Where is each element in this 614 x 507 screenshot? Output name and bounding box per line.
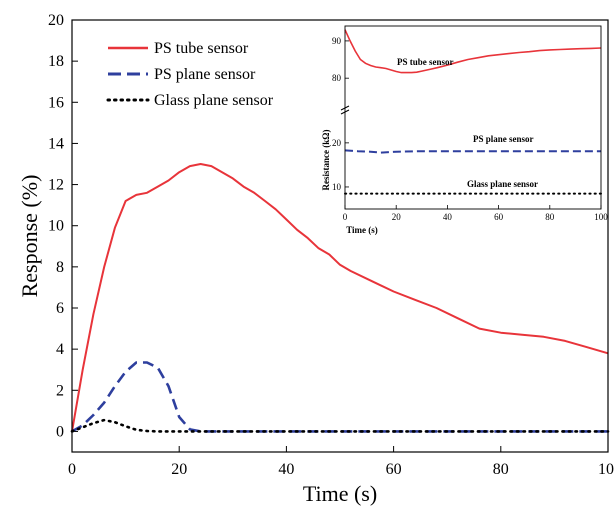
inset-y-axis-title: Resistance (kΩ)	[321, 130, 331, 191]
main-x-tick-label-3: 60	[386, 461, 402, 478]
inset-x-tick-label-3: 60	[494, 212, 504, 222]
inset-y-tick-label-3: 90	[332, 36, 342, 46]
inset-series-line-ps-plane-sensor	[344, 149, 601, 154]
axis-break-mark-upper	[340, 105, 350, 111]
axis-break-mark-lower	[340, 109, 350, 115]
main-y-tick-label-0: 0	[56, 423, 64, 440]
inset-series-line-ps-tube-sensor	[344, 29, 602, 74]
inset-chart: 0 20 40 60 80 100 10 20 80 90 Time (s) Resistance…	[321, 25, 608, 235]
main-legend: PS tube sensor PS plane sensor Glass pla…	[106, 40, 274, 109]
main-x-tick-label-0: 0	[68, 461, 76, 478]
main-y-tick-label-3: 6	[56, 300, 64, 317]
inset-x-tick-label-5: 100	[594, 212, 608, 222]
series-line-glass-plane-sensor	[70, 418, 610, 433]
main-y-tick-label-2: 4	[56, 341, 64, 358]
inset-y-tick-label-0: 10	[332, 182, 342, 192]
main-y-tick-label-6: 12	[48, 177, 64, 194]
series-line-ps-plane-sensor	[71, 361, 608, 433]
legend-label-glass-plane-sensor: Glass plane sensor	[154, 92, 274, 109]
main-y-tick-label-8: 16	[48, 94, 64, 111]
inset-annotation-ps-tube-sensor: PS tube sensor	[397, 57, 454, 67]
main-y-tick-label-9: 18	[48, 53, 64, 70]
inset-x-tick-label-1: 20	[392, 212, 402, 222]
inset-plot-frame	[344, 25, 602, 210]
inset-x-tick-label-0: 0	[343, 212, 348, 222]
main-series-group	[70, 163, 610, 433]
main-y-tick-label-7: 14	[48, 135, 64, 152]
legend-label-ps-plane-sensor: PS plane sensor	[154, 66, 256, 83]
main-y-tick-label-5: 10	[48, 218, 64, 235]
inset-axis-break	[340, 105, 350, 115]
inset-annotation-ps-plane-sensor: PS plane sensor	[473, 134, 534, 144]
main-x-tick-label-4: 80	[493, 461, 509, 478]
legend-label-ps-tube-sensor: PS tube sensor	[154, 40, 249, 57]
inset-x-axis-title: Time (s)	[346, 225, 378, 235]
inset-tick-marks	[344, 40, 602, 209]
main-x-tick-label-2: 40	[278, 461, 294, 478]
inset-annotation-glass-plane-sensor: Glass plane sensor	[467, 179, 538, 189]
inset-background	[345, 26, 601, 209]
main-y-tick-label-4: 8	[56, 259, 64, 276]
main-y-tick-label-10: 20	[48, 12, 64, 29]
inset-series-group	[344, 29, 602, 195]
main-y-axis-title: Response (%)	[17, 175, 42, 298]
main-tick-marks	[71, 19, 609, 452]
inset-x-tick-label-2: 40	[443, 212, 453, 222]
main-x-tick-label-1: 20	[171, 461, 187, 478]
inset-y-tick-label-1: 20	[332, 138, 342, 148]
inset-tick-labels: 0 20 40 60 80 100 10 20 80 90	[332, 36, 608, 222]
inset-x-tick-label-4: 80	[545, 212, 555, 222]
main-y-tick-label-1: 2	[56, 382, 64, 399]
main-x-tick-label-5: 10	[598, 461, 614, 478]
main-x-axis-title: Time (s)	[303, 481, 377, 506]
series-line-ps-tube-sensor	[71, 163, 609, 432]
main-plot-frame	[71, 19, 609, 453]
inset-y-tick-label-2: 80	[332, 73, 342, 83]
